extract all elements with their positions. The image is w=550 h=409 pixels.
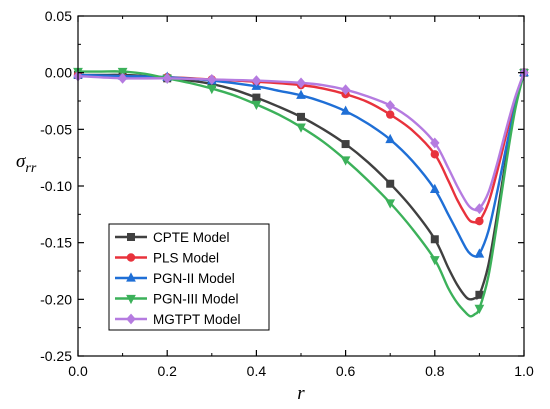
data-point — [162, 72, 172, 84]
legend-item: PGN-III Model — [115, 292, 239, 307]
x-tick-label: 0.0 — [68, 363, 88, 379]
data-point — [385, 133, 396, 144]
data-point — [341, 140, 350, 149]
data-point — [429, 183, 440, 194]
data-point — [386, 179, 395, 188]
data-point — [206, 84, 217, 95]
data-point — [117, 67, 128, 78]
x-axis-title: r — [297, 383, 305, 404]
series-line — [78, 70, 526, 318]
data-point — [475, 216, 484, 226]
legend-item: PGN-II Model — [115, 271, 235, 286]
series-layer — [73, 67, 529, 318]
series-line — [77, 72, 526, 258]
y-tick-label: -0.15 — [40, 235, 72, 251]
legend-label: PGN-III Model — [153, 292, 239, 307]
legend-label: PGN-II Model — [153, 271, 235, 286]
y-axis-title-subscript: rr — [25, 161, 36, 176]
data-point — [340, 156, 351, 166]
series-mgtpt-model — [73, 67, 529, 215]
legend-marker — [126, 272, 136, 282]
legend-item: MGTPT Model — [115, 312, 241, 327]
y-tick-label: 0.00 — [45, 65, 72, 81]
legend-label: MGTPT Model — [153, 312, 241, 327]
y-axis-title-main: σ — [16, 151, 26, 172]
data-point — [429, 256, 440, 266]
axis-ticks — [77, 15, 525, 357]
data-point — [252, 93, 261, 102]
legend-marker — [127, 232, 136, 241]
data-point — [385, 100, 395, 111]
data-point — [430, 150, 439, 159]
x-tick-label: 0.6 — [336, 363, 356, 379]
x-tick-label: 0.2 — [157, 363, 177, 379]
data-point — [474, 248, 485, 258]
data-point — [251, 75, 262, 87]
data-point — [474, 304, 485, 315]
legend-item: CPTE Model — [115, 230, 230, 245]
data-point — [386, 110, 395, 119]
y-tick-label: -0.05 — [40, 121, 72, 137]
y-tick-label: 0.05 — [45, 8, 72, 24]
legend-marker — [126, 294, 136, 305]
data-point — [296, 77, 306, 89]
legend-marker — [126, 253, 136, 262]
legend-label: PLS Model — [153, 251, 219, 266]
x-tick-label: 0.8 — [425, 363, 445, 379]
data-point — [117, 72, 128, 84]
y-tick-label: -0.10 — [40, 178, 72, 194]
tick-labels: 0.0 0.2 0.4 0.6 0.8 1.0 0.05 0.00 -0.05 -0.10 -0.1… — [40, 8, 534, 379]
data-point — [430, 235, 439, 244]
x-tick-label: 1.0 — [514, 363, 534, 379]
data-point — [340, 105, 351, 115]
y-tick-label: -0.20 — [40, 291, 72, 307]
data-point — [385, 199, 396, 209]
x-tick-label: 0.4 — [247, 363, 267, 379]
data-point — [296, 89, 306, 99]
legend-label: CPTE Model — [153, 230, 230, 245]
data-point — [207, 74, 217, 85]
legend-item: PLS Model — [115, 251, 219, 266]
data-point — [430, 137, 440, 149]
legend-marker — [126, 313, 136, 325]
data-point — [296, 112, 305, 121]
data-point — [296, 123, 306, 133]
data-point — [474, 203, 485, 215]
y-axis-title: σrr — [16, 151, 37, 176]
legend: CPTE Model PLS Model PGN-II Model PGN-III M… — [108, 223, 270, 331]
y-tick-label: -0.25 — [40, 348, 72, 364]
data-point — [251, 100, 262, 111]
data-point — [340, 84, 351, 96]
